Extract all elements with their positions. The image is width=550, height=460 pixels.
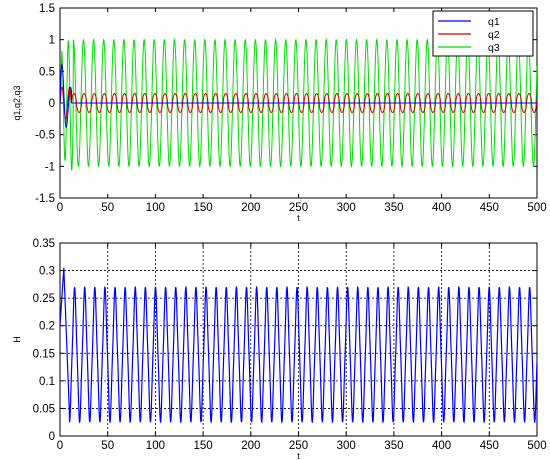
y-tick-label: 0.5 [39, 66, 55, 78]
y-tick-label: 0.25 [33, 293, 55, 305]
x-tick-label: 300 [337, 202, 356, 214]
y-tick-label: -1 [45, 161, 55, 173]
x-tick-label: 250 [289, 440, 308, 452]
x-tick-label: 350 [384, 202, 403, 214]
x-tick-label: 250 [289, 202, 308, 214]
y-tick-label: 0.15 [33, 348, 55, 360]
legend-label-q2: q2 [488, 29, 500, 41]
legend-box [432, 10, 534, 57]
x-tick-label: 200 [241, 440, 260, 452]
y-tick-label: 0.2 [39, 321, 55, 333]
x-tick-label: 0 [57, 440, 63, 452]
y-tick-label: 0 [49, 98, 55, 110]
x-tick-label: 350 [384, 440, 403, 452]
y-tick-label: 0.35 [33, 238, 55, 250]
x-tick-label: 200 [241, 202, 260, 214]
series-H-line [60, 267, 537, 424]
legend-label-q1: q1 [488, 16, 500, 28]
legend-label-q3: q3 [488, 42, 500, 54]
x-tick-label: 450 [480, 202, 499, 214]
x-tick-label: 300 [337, 440, 356, 452]
series-q2-line [60, 86, 537, 120]
x-tick-label: 50 [101, 440, 114, 452]
x-tick-label: 100 [146, 440, 165, 452]
y-tick-label: 1 [49, 35, 55, 47]
y-tick-label: -0.5 [35, 130, 55, 142]
y-tick-label: 0.3 [39, 266, 55, 278]
x-tick-label: 450 [480, 440, 499, 452]
y-tick-label: 0.1 [39, 376, 55, 388]
x-axis-label: t [297, 451, 300, 460]
x-tick-label: 500 [527, 440, 546, 452]
y-tick-label: 1.5 [39, 3, 55, 15]
x-tick-label: 50 [101, 202, 114, 214]
x-tick-label: 400 [432, 202, 451, 214]
x-tick-label: 500 [527, 202, 546, 214]
x-tick-label: 400 [432, 440, 451, 452]
y-tick-label: 0 [49, 431, 55, 443]
top-plot: 0 50 100 150 200 250 300 350 400 450 500 -1.5 -1 -0.5… [12, 3, 547, 223]
x-tick-label: 150 [194, 202, 213, 214]
x-tick-label: 0 [57, 202, 63, 214]
bottom-plot: 0 50 100 150 200 250 300 350 400 450 500 0 0.05 0.1 0.… [12, 238, 547, 460]
y-tick-label: -1.5 [35, 193, 55, 205]
y-axis-label: H [12, 336, 22, 343]
x-tick-label: 100 [146, 202, 165, 214]
series-q1-line [60, 63, 537, 129]
x-tick-label: 150 [194, 440, 213, 452]
y-axis-label: q1,q2,q3 [12, 85, 22, 120]
y-tick-label: 0.05 [33, 403, 55, 415]
x-axis-label: t [297, 213, 300, 223]
